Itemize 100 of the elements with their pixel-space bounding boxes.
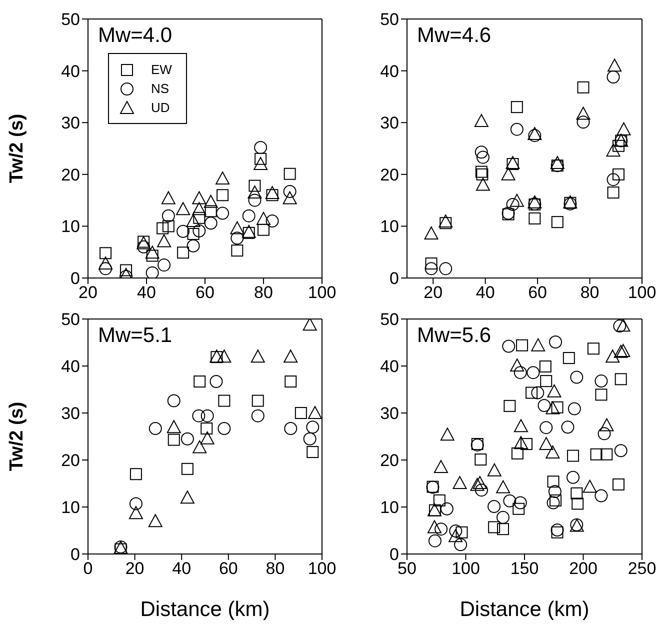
point [572,498,584,510]
x-tick-label: 60 [218,559,238,578]
point [251,409,264,422]
x-tick-label: 20 [125,559,144,578]
y-tick-label: 20 [380,165,399,184]
point [514,419,528,432]
point [501,167,516,180]
point [540,375,552,388]
point [308,406,322,419]
point [488,521,500,534]
point [428,534,442,548]
point [176,224,190,238]
point [510,122,524,136]
point [284,168,296,180]
x-tick-label: 150 [510,559,539,578]
y-axis-title: Tw/2 (s) [6,114,28,184]
point [546,445,560,458]
point [180,490,194,504]
point [424,262,438,276]
point [283,184,296,198]
y-tick-label: 0 [390,545,399,564]
point [456,526,468,538]
point [613,320,626,333]
point [425,257,438,270]
point [193,212,206,224]
point [266,214,279,228]
y-tick-label: 50 [380,310,399,330]
y-axis-title: Tw/2 (s) [6,402,28,472]
point [168,434,180,446]
point [192,224,206,238]
point [99,262,112,276]
point [600,418,614,432]
point [531,338,546,352]
point [158,258,171,272]
point [506,198,520,211]
x-axis-title: Distance (km) [460,598,590,621]
legend-label: UD [151,100,170,115]
x-tick-label: 80 [580,283,600,302]
point [218,394,230,407]
point [614,444,628,458]
y-tick-label: 0 [70,269,80,288]
point [454,538,468,552]
point [306,446,319,458]
point [551,526,564,538]
annotation: Mw=4.6 [417,24,492,48]
point [192,440,207,454]
x-tick-label: 40 [172,559,192,578]
point [547,476,560,488]
x-tick-label: 80 [266,559,285,578]
point [474,454,487,466]
point [612,478,624,490]
x-tick-label: 0 [83,559,93,578]
point [595,388,608,401]
point [248,180,261,192]
point [216,206,230,220]
x-tick-label: 60 [196,283,214,302]
point [258,224,270,236]
point [540,421,553,434]
point [577,81,590,94]
point [192,191,206,204]
point [216,189,229,202]
point [616,122,631,136]
point [167,394,180,408]
point [200,422,213,435]
annotation: Mw=5.1 [98,324,172,348]
point [128,506,143,520]
point [503,494,516,508]
x-tick-label: 250 [628,559,656,578]
point [551,401,564,414]
y-tick-label: 40 [61,62,80,81]
point [217,350,232,363]
y-tick-label: 10 [380,217,399,236]
point [476,178,490,191]
point [570,370,584,384]
point [100,247,112,260]
point [474,114,488,128]
point [496,510,510,524]
point [192,409,206,422]
point [156,222,169,234]
point [606,70,620,84]
point [200,431,214,444]
point [568,402,581,416]
point [204,205,217,218]
point [204,194,218,208]
x-axis-title: Distance (km) [140,598,270,621]
point [502,340,516,353]
point [576,116,590,129]
legend-label: NS [151,81,170,96]
point [614,344,628,358]
x-tick-label: 100 [628,283,656,302]
point [510,101,523,114]
y-tick-label: 20 [61,165,80,184]
point [161,191,176,204]
point [176,202,190,216]
point [162,209,175,222]
point [566,470,580,484]
point [474,484,488,497]
y-tick-label: 30 [61,404,80,424]
annotation: Mw=5.6 [417,324,492,348]
point [561,420,574,434]
